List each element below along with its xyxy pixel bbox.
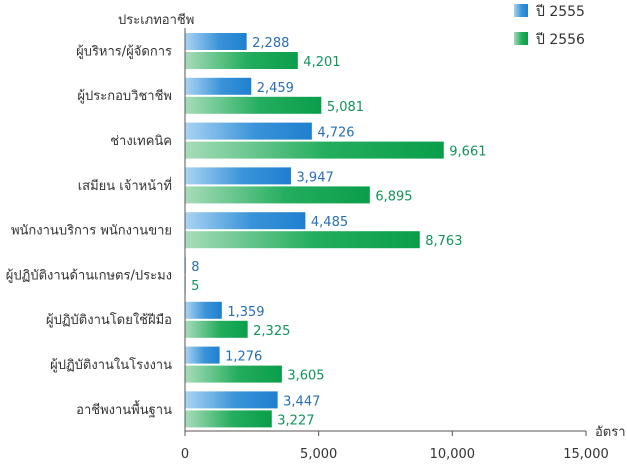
category-label: ช่างเทคนิค [110, 134, 172, 149]
data-label-2556: 8,763 [425, 234, 462, 249]
x-axis-title: อัตรา [595, 425, 626, 440]
data-label-2555: 1,359 [227, 305, 264, 320]
bar-2556 [185, 96, 322, 114]
category-label: ผู้ปฏิบัติงานในโรงงาน [50, 357, 172, 373]
data-label-2555: 4,726 [317, 126, 354, 141]
data-label-2555: 3,947 [297, 170, 334, 185]
bar-2556 [185, 141, 444, 159]
bar-2555 [185, 33, 247, 50]
data-label-2555: 2,459 [257, 81, 294, 96]
bar-2556 [185, 186, 370, 204]
category-label: อาชีพงานพื้นฐาน [76, 400, 172, 418]
data-label-2556: 3,605 [287, 369, 324, 384]
bar-2555 [185, 346, 220, 364]
data-label-2555: 2,288 [252, 36, 289, 51]
legend-label-2555: ปี 2555 [536, 4, 585, 20]
data-label-2555: 3,447 [283, 394, 320, 409]
legend-label-2556: ปี 2556 [536, 32, 586, 48]
legend-swatch-2555 [514, 4, 528, 17]
bar-2556 [185, 320, 248, 338]
bar-2556 [185, 52, 298, 69]
category-label: ผู้ปฏิบัติงานด้านเกษตร/ประมง [6, 268, 172, 283]
category-label: ผู้ปฏิบัติงานโดยใช้ฝีมือ [46, 312, 172, 328]
legend-swatch-2556 [514, 32, 528, 45]
category-label: พนักงานบริการ พนักงานขาย [11, 224, 172, 239]
bar-2556 [185, 365, 282, 383]
y-axis-title: ประเภทอาชีพ [118, 12, 194, 28]
bar-2555 [185, 167, 292, 185]
data-label-2556: 6,895 [375, 189, 412, 204]
data-label-2555: 8 [191, 260, 199, 275]
x-tick-label: 0 [181, 447, 189, 462]
bar-2555 [185, 391, 278, 409]
data-label-2556: 5,081 [327, 100, 364, 115]
data-label-2555: 1,276 [225, 350, 262, 365]
x-tick-label: 15,000 [563, 447, 609, 462]
category-label: เสมียน เจ้าหน้าที่ [78, 177, 172, 194]
x-tick-label: 10,000 [430, 447, 476, 462]
legend: ปี 2555 ปี 2556 [514, 4, 585, 48]
bar-2555 [185, 77, 252, 95]
data-label-2556: 3,227 [277, 413, 314, 428]
data-label-2556: 4,201 [303, 55, 340, 70]
x-tick-label: 5,000 [300, 447, 337, 462]
category-label: ผู้บริหาร/ผู้จัดการ [76, 44, 172, 59]
bar-2556 [185, 231, 420, 249]
bar-2555 [185, 212, 306, 230]
category-label: ผู้ประกอบวิชาชีพ [77, 88, 172, 104]
bar-2555 [185, 122, 312, 140]
bar-2556 [185, 410, 272, 428]
bar-2555 [185, 301, 222, 319]
data-label-2556: 5 [191, 279, 199, 294]
data-label-2556: 2,325 [253, 324, 290, 339]
data-label-2556: 9,661 [449, 145, 486, 160]
data-label-2555: 4,485 [311, 215, 348, 230]
